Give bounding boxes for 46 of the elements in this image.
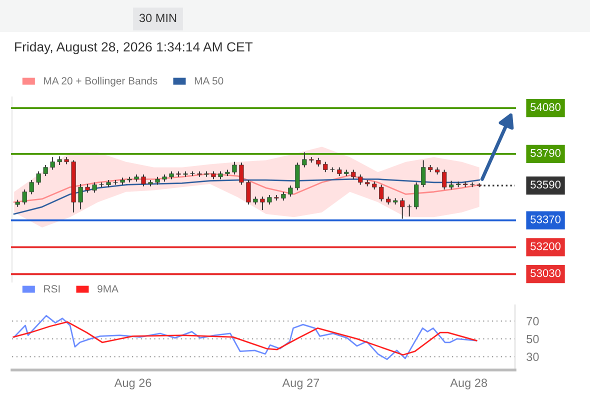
y-tick-label: 30 xyxy=(526,352,539,362)
candlestick xyxy=(141,174,146,187)
candlestick xyxy=(232,161,237,175)
legend-label: RSI xyxy=(44,285,60,293)
candlestick xyxy=(29,180,34,195)
candlestick xyxy=(260,196,265,211)
candlestick xyxy=(295,162,300,191)
candlestick xyxy=(379,184,384,202)
ref-line-label: 53030 xyxy=(530,269,561,278)
y-tick-label: 50 xyxy=(526,334,539,344)
candlestick xyxy=(43,164,48,177)
candlestick xyxy=(323,161,328,173)
legend-label: 9MA xyxy=(98,285,118,293)
legend-label: MA 50 xyxy=(194,77,224,85)
x-tick-label: Aug 27 xyxy=(282,378,320,390)
text: 30 MIN xyxy=(139,14,176,22)
candlestick xyxy=(421,160,426,188)
candlestick xyxy=(22,189,27,206)
x-tick-label: Aug 28 xyxy=(450,378,488,390)
chart-subtitle: Friday, August 28, 2026 1:34:14 AM CET xyxy=(15,42,253,54)
ref-line-label: 54080 xyxy=(530,103,561,112)
ref-line-label: 53590 xyxy=(530,180,561,189)
candlestick xyxy=(50,156,55,170)
candlestick xyxy=(267,194,272,206)
x-tick-label: Aug 26 xyxy=(114,378,152,390)
candlestick xyxy=(442,169,447,190)
candlestick xyxy=(400,198,405,220)
candlestick xyxy=(78,183,83,210)
line-series xyxy=(13,314,478,360)
ref-line-label: 53200 xyxy=(530,242,561,250)
candlestick xyxy=(113,180,118,186)
y-tick-label: 70 xyxy=(526,317,539,326)
legend-label: MA 20 + Bollinger Bands xyxy=(44,76,158,87)
candlestick xyxy=(288,185,293,198)
candlestick xyxy=(239,162,244,186)
candlestick xyxy=(358,174,363,186)
candlestick xyxy=(414,182,419,210)
candlestick xyxy=(302,152,307,168)
candlestick xyxy=(407,204,412,217)
ref-line-label: 53370 xyxy=(530,215,561,224)
line-series xyxy=(12,321,478,356)
candlestick xyxy=(351,169,356,180)
ref-line-label: 53790 xyxy=(530,149,561,157)
candlestick xyxy=(36,170,41,186)
candlestick xyxy=(246,180,251,206)
candlestick xyxy=(92,182,97,194)
